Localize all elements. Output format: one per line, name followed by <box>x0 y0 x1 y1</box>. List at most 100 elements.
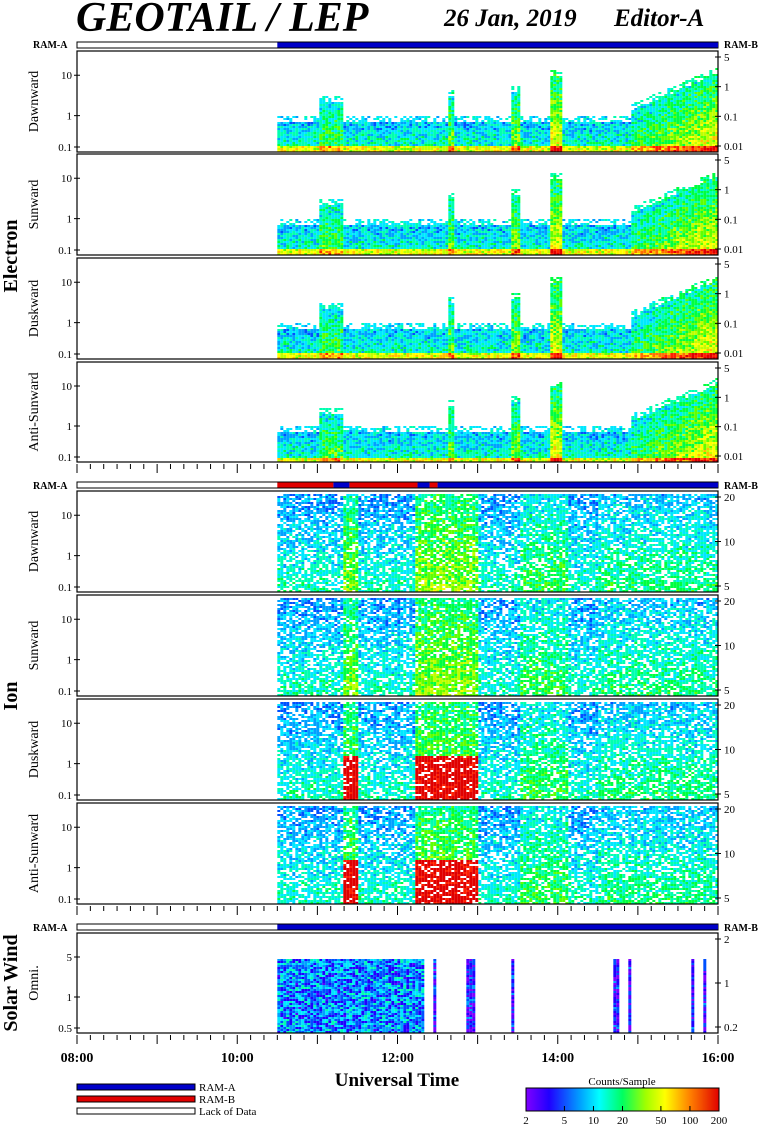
left-tick-label: 0.1 <box>58 894 72 906</box>
time-tick-label: 14:00 <box>541 1051 574 1066</box>
status-segment-ram-a <box>277 925 718 930</box>
right-tick-label: 20 <box>724 804 736 816</box>
right-tick-label: 10 <box>724 745 736 757</box>
panel-heatmap <box>277 959 706 1033</box>
panel-heatmap <box>277 68 718 152</box>
right-tick-label: 0.1 <box>724 214 738 226</box>
time-tick-label: 10:00 <box>221 1051 254 1066</box>
panel-label: Dawnward <box>27 511 42 572</box>
panel-label: Omni. <box>27 965 42 1000</box>
right-tick-label: 1 <box>724 82 730 94</box>
panel-label: Anti-Sunward <box>27 814 42 893</box>
legend-item: Lack of Data <box>77 1106 257 1118</box>
colorbar-tick-label: 5 <box>562 1115 568 1127</box>
panel-label: Sunward <box>27 180 42 230</box>
right-tick-label: 0.01 <box>724 141 743 153</box>
left-tick-label: 0.5 <box>58 1023 72 1035</box>
left-tick-label: 10 <box>61 381 73 393</box>
legend-label: RAM-A <box>199 1082 236 1094</box>
left-tick-label: 0.1 <box>58 686 72 698</box>
right-tick-label: 5 <box>724 259 730 271</box>
panel-heatmap <box>277 806 718 904</box>
panel-heatmap <box>277 494 718 592</box>
left-tick-label: 10 <box>61 70 73 82</box>
panel-heatmap <box>277 277 718 359</box>
status-segment-ram-a <box>333 483 349 488</box>
legend-swatch <box>77 1108 195 1114</box>
colorbar-tick-label: 100 <box>682 1115 699 1127</box>
right-tick-label: 0.01 <box>724 348 743 360</box>
right-tick-label: 2 <box>724 934 730 946</box>
ram-status-bar <box>77 924 718 930</box>
left-tick-label: 10 <box>61 277 73 289</box>
right-tick-label: 1 <box>724 185 730 197</box>
left-tick-label: 1 <box>67 318 73 330</box>
right-tick-label: 0.1 <box>724 422 738 434</box>
time-tick-label: 08:00 <box>61 1051 94 1066</box>
panel-label: Anti-Sunward <box>27 372 42 451</box>
right-tick-label: 20 <box>724 492 736 504</box>
left-tick-label: 1 <box>67 214 73 226</box>
plot-date: 26 Jan, 2019 <box>443 5 577 32</box>
right-tick-label: 1 <box>724 978 730 990</box>
group-label-solar-wind: Solar Wind <box>0 934 22 1031</box>
ram-a-label-solar: RAM-A <box>33 923 68 934</box>
legend-swatch <box>77 1096 195 1102</box>
status-segment-ram-a <box>277 43 718 48</box>
colorbar-tick-label: 50 <box>655 1115 667 1127</box>
left-tick-label: 10 <box>61 718 73 730</box>
left-tick-label: 1 <box>67 655 73 667</box>
legend-item: RAM-A <box>77 1082 236 1094</box>
left-tick-label: 10 <box>61 614 73 626</box>
right-tick-label: 10 <box>724 849 736 861</box>
status-segment-ram-b <box>349 483 417 488</box>
status-segment-ram-b <box>430 483 438 488</box>
colorbar-tick-label: 200 <box>711 1115 728 1127</box>
ram-a-label-electron: RAM-A <box>33 40 68 51</box>
right-tick-label: 5 <box>724 155 730 167</box>
left-tick-label: 0.1 <box>58 245 72 257</box>
left-tick-label: 1 <box>67 863 73 875</box>
left-tick-label: 0.1 <box>58 790 72 802</box>
plot-editor: Editor-A <box>613 5 704 32</box>
panel-heatmap <box>277 598 718 696</box>
panel-heatmap <box>277 702 718 800</box>
left-tick-label: 1 <box>67 992 73 1004</box>
x-axis-label: Universal Time <box>335 1070 459 1091</box>
left-tick-label: 0.1 <box>58 142 72 154</box>
legend-label: RAM-B <box>199 1094 235 1106</box>
left-tick-label: 0.1 <box>58 452 72 464</box>
status-segment-ram-a <box>438 483 718 488</box>
group-label-ion: Ion <box>0 682 22 711</box>
legend-item: RAM-B <box>77 1094 235 1106</box>
right-tick-label: 5 <box>724 685 730 697</box>
panel-label: Duskward <box>27 721 42 779</box>
group-label-electron: Electron <box>0 220 22 293</box>
ram-status-bar <box>77 482 718 488</box>
right-tick-label: 0.01 <box>724 244 743 256</box>
left-tick-label: 1 <box>67 421 73 433</box>
right-tick-label: 5 <box>724 581 730 593</box>
legend-swatch <box>77 1084 195 1090</box>
colorbar-tick-label: 2 <box>523 1115 529 1127</box>
left-tick-label: 5 <box>67 952 73 964</box>
right-tick-label: 5 <box>724 363 730 375</box>
left-tick-label: 10 <box>61 510 73 522</box>
right-tick-label: 5 <box>724 789 730 801</box>
right-tick-label: 1 <box>724 289 730 301</box>
right-tick-label: 0.1 <box>724 318 738 330</box>
right-tick-label: 5 <box>724 52 730 64</box>
left-tick-label: 1 <box>67 759 73 771</box>
geotail-lep-plot: GEOTAIL / LEP 26 Jan, 2019 Editor-A RAM-… <box>0 0 762 1128</box>
ram-status-bar <box>77 42 718 48</box>
ram-a-label-ion: RAM-A <box>33 481 68 492</box>
left-tick-label: 0.1 <box>58 582 72 594</box>
left-tick-label: 1 <box>67 551 73 563</box>
left-tick-label: 10 <box>61 822 73 834</box>
